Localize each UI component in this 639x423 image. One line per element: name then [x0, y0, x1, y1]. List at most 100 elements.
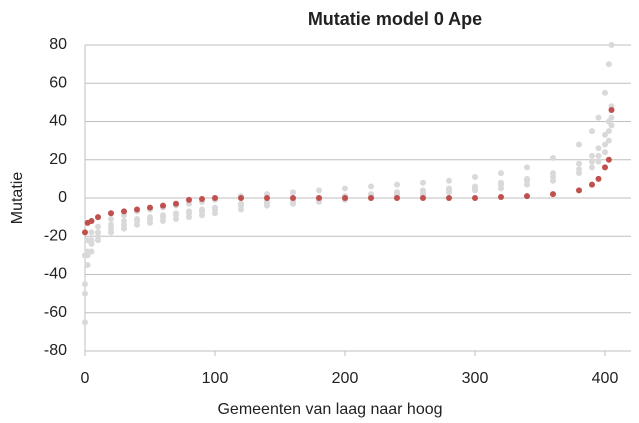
- point: [316, 195, 322, 201]
- point: [605, 128, 612, 135]
- y-tick-label: 40: [49, 113, 67, 130]
- point: [212, 206, 218, 213]
- point: [589, 164, 595, 171]
- point: [147, 216, 153, 223]
- point: [602, 149, 608, 156]
- point: [342, 185, 348, 192]
- point: [420, 195, 426, 201]
- point: [134, 206, 140, 213]
- point: [576, 160, 582, 167]
- point: [186, 196, 192, 203]
- point: [186, 210, 192, 217]
- point: [199, 208, 205, 215]
- y-tick-label: 0: [58, 189, 67, 206]
- point: [368, 183, 374, 190]
- point: [524, 193, 530, 200]
- point: [134, 217, 140, 224]
- point: [608, 114, 615, 121]
- y-tick-label: 60: [49, 74, 67, 91]
- point: [108, 210, 114, 217]
- point: [264, 195, 270, 201]
- point: [160, 202, 166, 209]
- y-tick-label: 80: [49, 36, 67, 53]
- point: [82, 290, 88, 297]
- x-tick-label: 300: [462, 370, 489, 387]
- point: [82, 319, 88, 326]
- point: [82, 281, 88, 288]
- point: [602, 131, 608, 138]
- point: [121, 221, 127, 228]
- x-tick-label: 100: [202, 370, 229, 387]
- point: [342, 195, 348, 201]
- point: [589, 181, 595, 188]
- point: [608, 42, 615, 48]
- point: [605, 156, 612, 163]
- point: [524, 164, 530, 171]
- y-tick-label: 20: [49, 151, 67, 168]
- point: [290, 189, 296, 196]
- x-tick-label: 200: [332, 370, 359, 387]
- point: [595, 152, 602, 159]
- point: [498, 181, 504, 188]
- point: [95, 233, 101, 240]
- point: [576, 187, 582, 194]
- x-tick-label: 400: [592, 370, 619, 387]
- point: [147, 204, 153, 211]
- point: [602, 141, 608, 148]
- point: [368, 195, 374, 201]
- point: [446, 177, 452, 184]
- point: [108, 225, 114, 232]
- y-tick-label: -80: [44, 342, 67, 359]
- point: [550, 173, 556, 180]
- chart-title: Mutatie model 0 Ape: [308, 9, 482, 29]
- point: [498, 194, 504, 201]
- point: [446, 187, 452, 194]
- point: [108, 216, 114, 223]
- point: [595, 175, 602, 182]
- point: [316, 187, 322, 194]
- x-tick-label: 0: [81, 370, 90, 387]
- point: [595, 158, 602, 165]
- point: [264, 200, 270, 207]
- point: [472, 185, 478, 192]
- point: [595, 114, 602, 121]
- x-axis-label: Gemeenten van laag naar hoog: [217, 401, 442, 418]
- y-tick-label: -60: [44, 304, 67, 321]
- point: [84, 252, 91, 259]
- point: [605, 137, 612, 144]
- point: [95, 223, 101, 230]
- point: [212, 195, 218, 201]
- point: [290, 195, 296, 201]
- point: [524, 177, 530, 184]
- point: [199, 195, 205, 202]
- point: [238, 195, 244, 201]
- point: [394, 181, 400, 188]
- point: [498, 170, 504, 177]
- point: [84, 261, 91, 268]
- y-tick-label: -40: [44, 266, 67, 283]
- point: [472, 173, 478, 180]
- point: [394, 195, 400, 201]
- point: [589, 128, 595, 135]
- point: [589, 158, 595, 165]
- point: [550, 191, 556, 198]
- point: [88, 240, 95, 247]
- point: [420, 179, 426, 186]
- point: [82, 229, 88, 236]
- point: [608, 107, 615, 114]
- point: [88, 217, 95, 224]
- point: [88, 229, 95, 236]
- point: [576, 141, 582, 148]
- point: [472, 195, 478, 201]
- point: [576, 166, 582, 173]
- point: [173, 200, 179, 207]
- point: [550, 154, 556, 161]
- point: [589, 152, 595, 159]
- point: [605, 61, 612, 68]
- point: [446, 195, 452, 201]
- point: [173, 212, 179, 219]
- point: [160, 214, 166, 221]
- point: [88, 248, 95, 255]
- point: [420, 189, 426, 196]
